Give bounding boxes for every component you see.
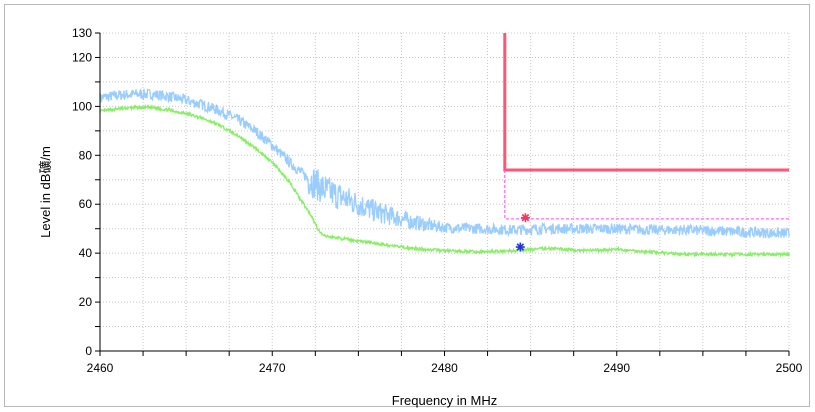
x-axis-label: Frequency in MHz — [392, 393, 497, 408]
marker-layer — [515, 213, 530, 252]
y-tick-label: 80 — [79, 148, 93, 162]
peak-line — [99, 87, 791, 239]
y-axis-label: Level in dB礦/m — [38, 146, 53, 238]
x-tick-label: 2480 — [431, 361, 458, 375]
y-tick-label: 130 — [72, 26, 92, 40]
marker-stroke — [516, 243, 525, 251]
grid — [100, 32, 790, 351]
axes: 0 20 40 60 80 100 120 130 2460 2470 2480 2490 2500 — [72, 26, 803, 375]
average-line — [99, 103, 791, 258]
marker-avg — [515, 242, 525, 252]
x-tick-label: 2460 — [87, 361, 114, 375]
limit_peak-line — [503, 33, 789, 172]
y-tick-label: 0 — [85, 344, 92, 358]
x-tick-label: 2470 — [259, 361, 286, 375]
y-tick-label: 60 — [79, 197, 93, 211]
marker-peak — [520, 213, 530, 223]
x-tick-label: 2490 — [603, 361, 630, 375]
marker-stroke — [521, 213, 530, 222]
y-tick-label: 40 — [79, 246, 93, 260]
series-layer — [99, 33, 791, 258]
y-tick-label: 120 — [72, 50, 92, 64]
chart-frame — [4, 4, 810, 407]
limit_avg-line — [504, 170, 789, 220]
x-tick-label: 2500 — [776, 361, 803, 375]
y-tick-label: 20 — [79, 295, 93, 309]
y-tick-label: 100 — [72, 99, 92, 113]
